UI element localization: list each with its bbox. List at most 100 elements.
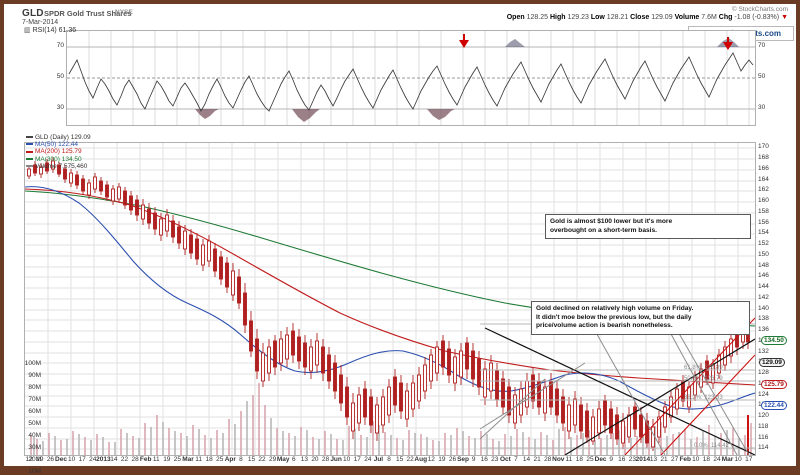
date-axis-label: Apr	[224, 456, 236, 463]
legend-price: GLD (Daily) 129.09	[26, 134, 91, 141]
date-axis-label: Jun	[330, 456, 342, 463]
date-axis-label: Aug	[414, 456, 428, 463]
legend-ma50-swatch-icon	[26, 143, 33, 146]
date-axis-label: 13	[300, 456, 308, 463]
date-axis-label: 25	[586, 456, 594, 463]
rsi-arrow-1-stem	[463, 34, 465, 42]
date-axis-label: 2014	[635, 456, 651, 463]
date-axis-label: 19	[36, 456, 44, 463]
date-axis-label: 13	[649, 456, 658, 463]
date-axis-label: 15	[247, 456, 256, 463]
date-axis-label: 28	[544, 456, 552, 463]
high-value: 129.23	[567, 14, 589, 21]
fib-label-382: 38.2%: 123.33	[684, 395, 723, 401]
date-axis-label: 10	[692, 456, 700, 463]
date-axis-label: 23	[628, 456, 636, 463]
rsi-legend: ▥ RSI(14) 61.36	[24, 26, 76, 34]
date-axis-label: 10	[734, 456, 742, 463]
date-axis-label: 15	[395, 456, 404, 463]
open-value: 128.25	[526, 14, 548, 21]
date-axis-label: 11	[195, 456, 202, 463]
low-value: 128.21	[606, 14, 629, 21]
date-axis-label: 17	[78, 456, 86, 463]
legend-price-swatch-icon	[26, 136, 33, 139]
rsi-legend-swatch-icon: ▥	[24, 27, 31, 34]
date-axis-label: 10	[67, 456, 76, 463]
legend-ma200-swatch-icon	[26, 150, 33, 153]
date-axis-label: 24	[364, 456, 372, 463]
date-axis-label: 27	[671, 456, 679, 463]
open-label: Open	[506, 14, 525, 21]
legend-volume-swatch-icon	[26, 165, 33, 168]
ma300-price-tag: 134.50	[761, 336, 787, 345]
ma50-line	[25, 186, 755, 410]
chart-canvas: GLD SPDR Gold Trust Shares NYSE 7-Mar-20…	[4, 4, 796, 475]
fib-label-618: 61.8%: 128.89	[684, 365, 723, 371]
rsi-arrow-1-icon	[459, 40, 469, 48]
date-axis-label: 12	[25, 456, 33, 463]
date-axis-label: 17	[353, 456, 361, 463]
date-axis-label: 8	[387, 456, 391, 463]
date-axis-label: 12	[427, 456, 435, 463]
date-axis-label: 21	[533, 456, 541, 463]
company-name: SPDR Gold Trust Shares	[44, 9, 132, 18]
date-axis-label: 24	[89, 456, 97, 463]
chg-value: -1.08 (-0.83%)	[734, 14, 780, 21]
date-axis-label: 11	[152, 456, 160, 463]
date-axis-label: 28	[321, 456, 330, 463]
date-axis-label: 8	[239, 456, 243, 463]
annotation-rsi-note: Gold is almost $100 lower but it's more …	[545, 214, 751, 240]
date-axis-label: 22	[258, 456, 266, 463]
date-axis-label: 25	[173, 456, 182, 463]
price-plot	[25, 143, 755, 455]
date-axis-label: 18	[575, 456, 584, 463]
date-axis-label: May	[276, 456, 290, 463]
rsi-plot	[67, 31, 755, 125]
date-axis-label: 29	[268, 456, 277, 463]
high-label: High	[549, 14, 566, 21]
rsi-arrow-2-stem	[727, 37, 729, 44]
date-axis-label: 10	[343, 456, 351, 463]
fib-label-0: 0.0%: 114.42	[694, 443, 729, 449]
low-label: Low	[590, 14, 605, 21]
date-axis-label: 26	[46, 456, 55, 463]
date-axis-label: 14	[110, 456, 118, 463]
close-value: 129.09	[651, 14, 673, 21]
date-axis-label: 19	[163, 456, 171, 463]
date-axis-label: 22	[120, 456, 129, 463]
legend-ma50: MA(50) 122.44	[26, 141, 91, 148]
stockcharts-credit: © StockCharts.com	[731, 6, 788, 13]
date-axis-label: Dec	[594, 456, 607, 463]
date-axis-label: 19	[438, 456, 446, 463]
date-axis-label: 26	[448, 456, 457, 463]
rsi-pane: 61.36	[66, 30, 756, 126]
volume-value: 7.6M	[701, 14, 717, 21]
date-axis-label: 18	[205, 456, 213, 463]
date-axis-label: 9	[471, 456, 476, 463]
exchange-label: NYSE	[115, 9, 133, 16]
date-axis-label: Oct	[499, 456, 511, 463]
date-axis-label: Jul	[373, 456, 384, 463]
rsi-legend-text: RSI(14) 61.36	[32, 27, 77, 34]
date-axis-label: 24	[713, 456, 721, 463]
date-axis-label: Dec	[55, 456, 67, 463]
volume-axis: 100M 90M 80M 70M 60M 50M 40M 30M 20M 10M	[24, 360, 41, 475]
date-axis-label: 17	[745, 456, 753, 463]
date-axis-label: 25	[216, 456, 224, 463]
date-axis-label: 21	[660, 456, 668, 463]
ticker-symbol: GLD	[22, 8, 44, 19]
date-axis-label: 18	[702, 456, 711, 463]
date-axis-label: 11	[565, 456, 573, 463]
trend-lines	[479, 312, 755, 455]
close-label: Close	[630, 14, 650, 21]
date-axis-label: 16	[618, 456, 626, 463]
date-axis-label: 20	[311, 456, 319, 463]
annotation-volume-note: Gold declined on relatively high volume …	[531, 301, 750, 335]
date-axis-label: 23	[491, 456, 499, 463]
date-axis-label: 28	[131, 456, 139, 463]
price-legend: GLD (Daily) 129.09 MA(50) 122.44 MA(200)…	[26, 134, 91, 170]
date-axis-label: 16	[480, 456, 488, 463]
date-axis-label: 2013	[96, 456, 111, 463]
candlesticks	[27, 157, 750, 451]
